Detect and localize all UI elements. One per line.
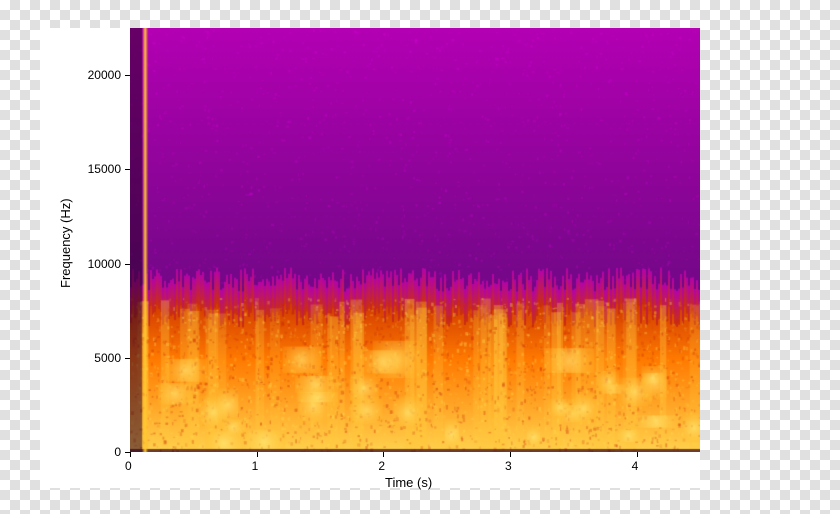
y-tick-label: 5000 (94, 351, 121, 365)
x-tick-label: 3 (505, 459, 512, 473)
y-axis-label: Frequency (Hz) (58, 198, 73, 288)
x-tick-mark (637, 452, 638, 457)
spectrogram-figure: Time (s) Frequency (Hz) 0 1 2 3 4 0 5000 10000 1… (40, 28, 700, 488)
y-tick-mark (125, 264, 130, 265)
x-tick-mark (257, 452, 258, 457)
x-tick-mark (383, 452, 384, 457)
y-tick-mark (125, 169, 130, 170)
y-tick-mark (125, 452, 130, 453)
x-tick-label: 0 (125, 459, 132, 473)
x-tick-label: 2 (378, 459, 385, 473)
x-tick-label: 4 (632, 459, 639, 473)
y-tick-label: 15000 (88, 162, 121, 176)
x-axis-label: Time (s) (385, 475, 432, 490)
spectrogram-plot (130, 28, 700, 452)
y-tick-mark (125, 358, 130, 359)
x-tick-mark (130, 452, 131, 457)
x-tick-label: 1 (252, 459, 259, 473)
y-tick-mark (125, 75, 130, 76)
x-tick-mark (510, 452, 511, 457)
y-tick-label: 10000 (88, 257, 121, 271)
spectrogram-canvas (130, 28, 700, 452)
y-tick-label: 0 (114, 445, 121, 459)
y-tick-label: 20000 (88, 68, 121, 82)
